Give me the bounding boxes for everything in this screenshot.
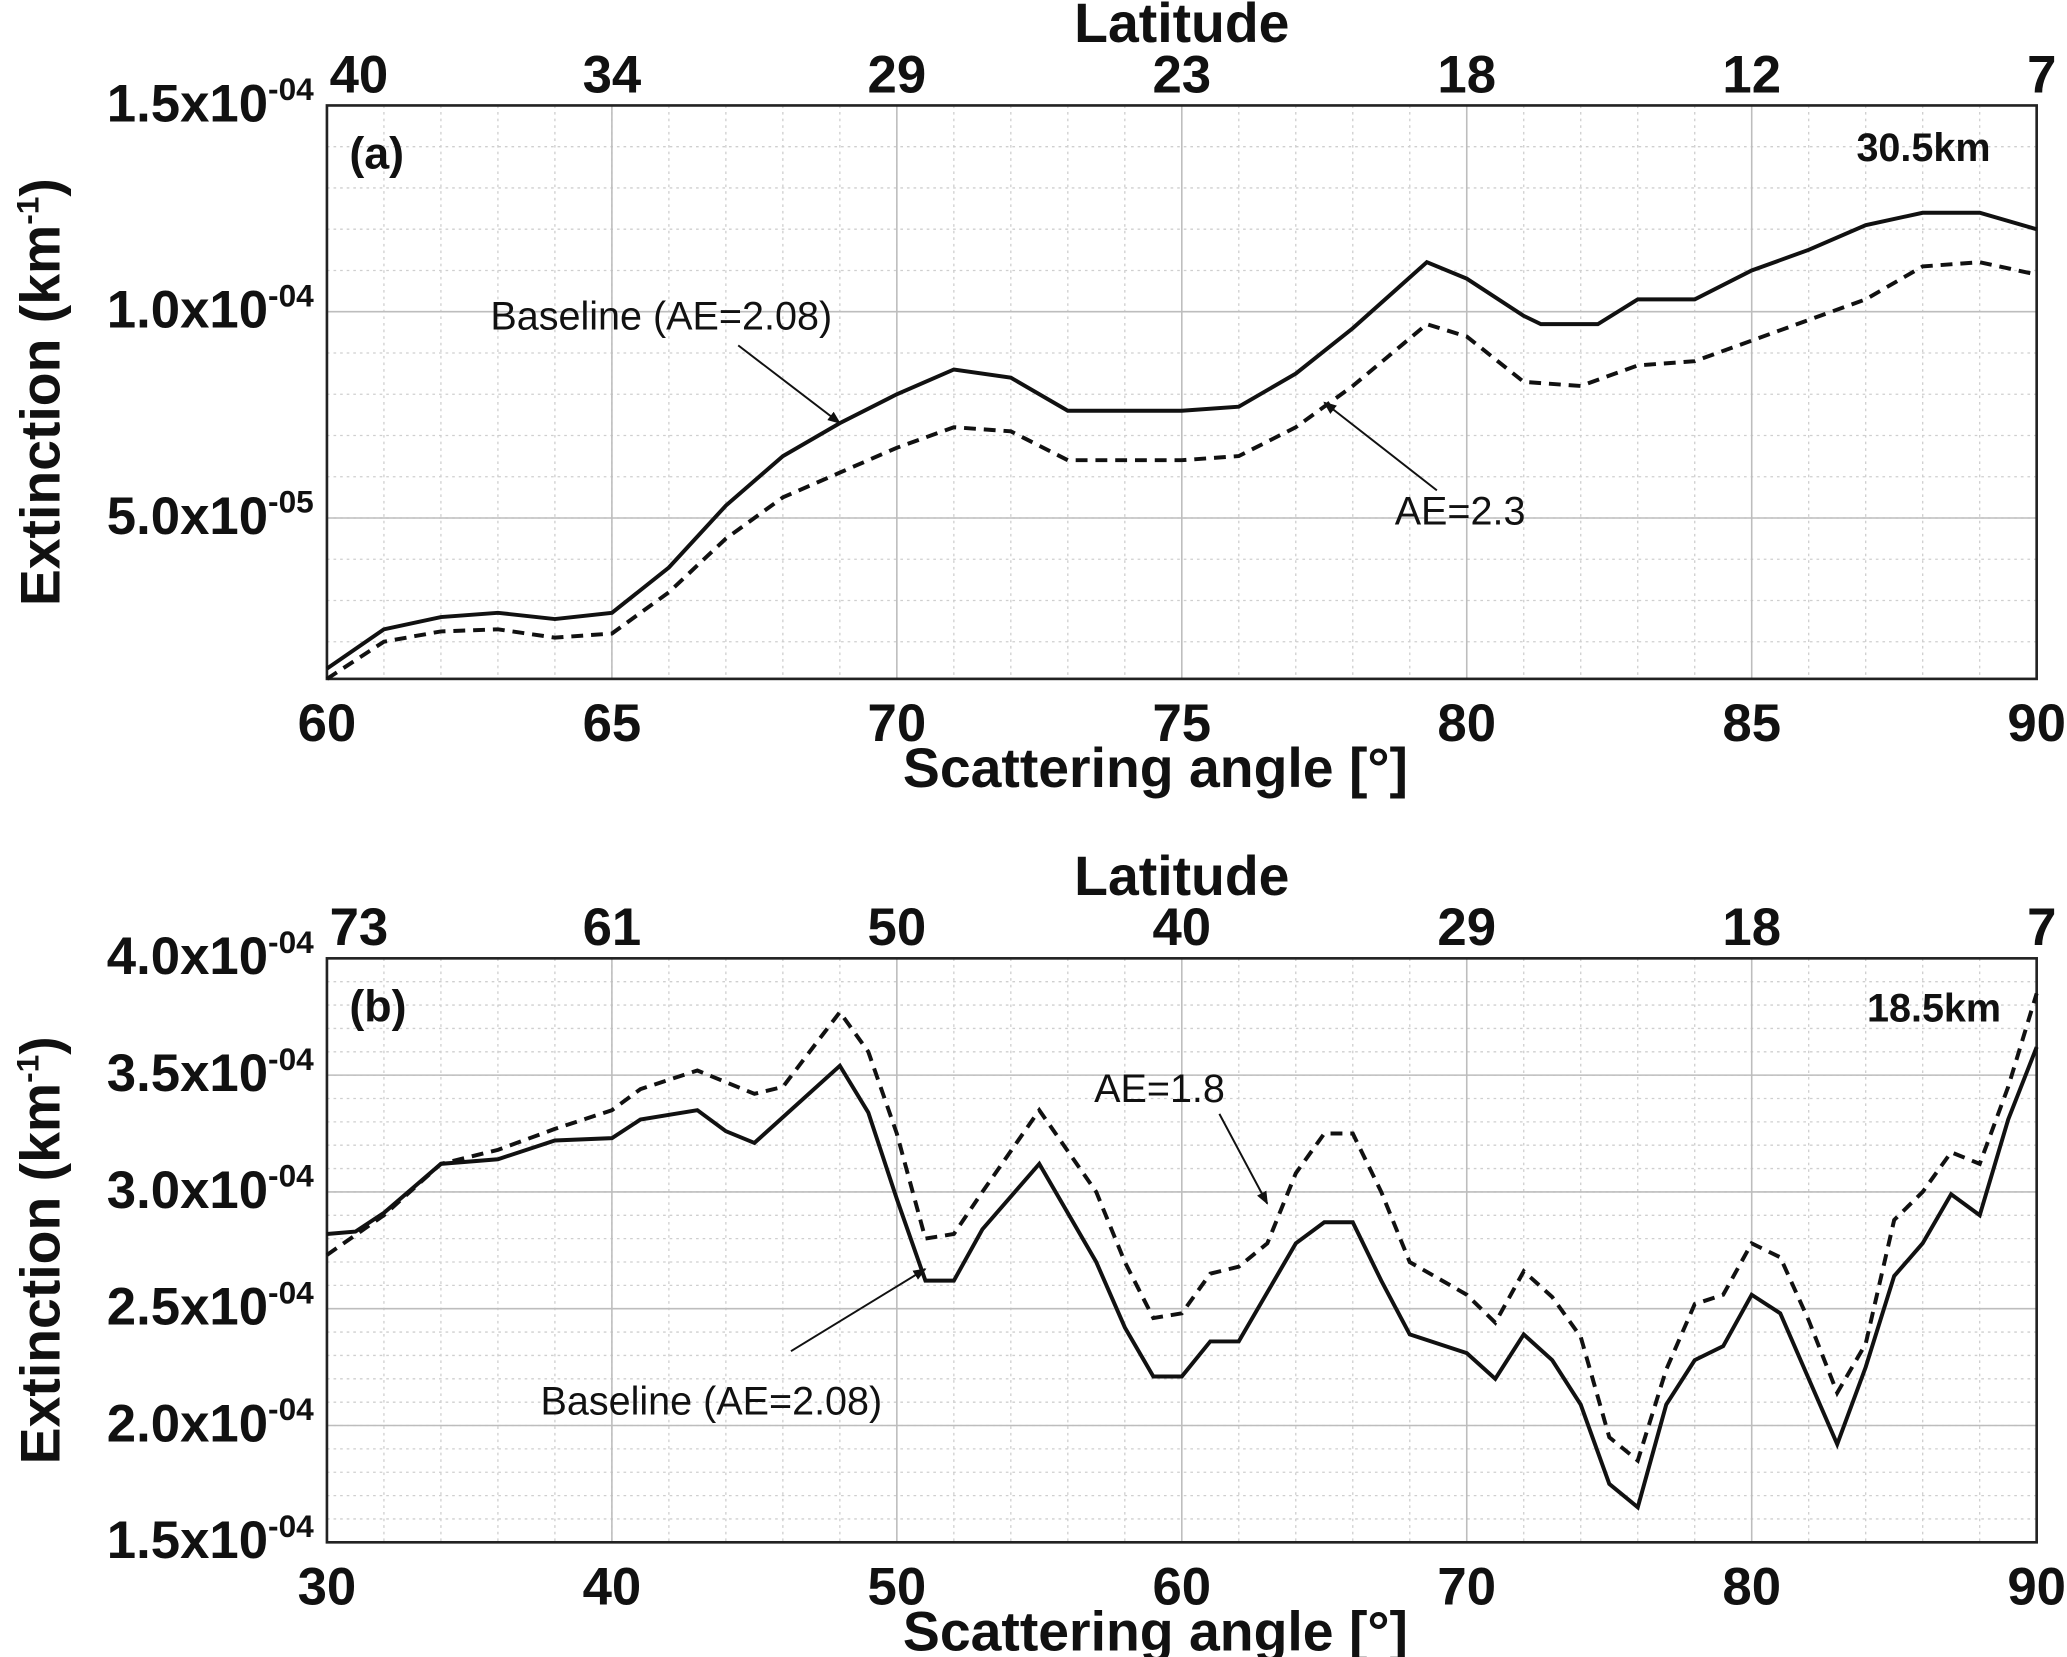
altitude-label: 30.5km <box>1856 126 1990 170</box>
y-tick-exponent: -04 <box>268 71 314 107</box>
y-tick-exponent: -04 <box>268 924 314 960</box>
y-tick-label: 1.5x10-04 <box>107 1508 314 1570</box>
y-tick-exponent: -04 <box>268 1508 314 1544</box>
x-tick-label: 85 <box>1722 694 1781 753</box>
y-tick-label: 3.0x10-04 <box>107 1158 314 1220</box>
top-tick-label-latitude: 73 <box>330 898 389 957</box>
x-tick-label: 80 <box>1437 694 1496 753</box>
top-tick-label-latitude: 7 <box>2027 898 2056 957</box>
y-tick-label: 1.0x10-04 <box>107 277 314 339</box>
y-tick-base: 2.5x10 <box>107 1278 268 1337</box>
y-axis-title-close: ) <box>9 178 71 196</box>
y-tick-base: 4.0x10 <box>107 927 268 986</box>
y-axis-title-text: Extinction (km <box>9 1083 71 1464</box>
x-tick-label: 70 <box>1437 1557 1496 1616</box>
y-tick-exponent: -04 <box>268 1391 314 1427</box>
y-axis-title-superscript: -1 <box>9 1055 45 1083</box>
y-tick-label: 1.5x10-04 <box>107 71 314 133</box>
annotation-label: AE=1.8 <box>1094 1067 1225 1111</box>
top-tick-label-latitude: 23 <box>1152 45 1211 104</box>
top-tick-label-latitude: 7 <box>2027 45 2056 104</box>
y-tick-base: 1.5x10 <box>107 74 268 133</box>
top-tick-label-latitude: 40 <box>330 45 389 104</box>
series-line-dashed <box>325 260 2038 681</box>
x-axis-title: Scattering angle [°] <box>903 1600 1408 1657</box>
y-tick-label: 5.0x10-05 <box>107 484 314 546</box>
top-tick-label-latitude: 61 <box>583 898 642 957</box>
plot-frame <box>325 957 2038 1544</box>
top-tick-label-latitude: 12 <box>1722 45 1781 104</box>
y-axis-title: Extinction (km-1) <box>9 178 71 606</box>
y-tick-base: 2.0x10 <box>107 1394 268 1453</box>
y-tick-base: 3.5x10 <box>107 1044 268 1103</box>
x-tick-label: 65 <box>583 694 642 753</box>
y-tick-exponent: -04 <box>268 1041 314 1077</box>
y-tick-base: 1.0x10 <box>107 281 268 340</box>
plot-frame <box>325 104 2038 681</box>
top-tick-label-latitude: 34 <box>583 45 642 104</box>
y-tick-label: 2.0x10-04 <box>107 1391 314 1453</box>
y-axis-title-close: ) <box>9 1036 71 1054</box>
annotation-arrow <box>737 344 841 424</box>
y-tick-base: 3.0x10 <box>107 1161 268 1220</box>
altitude-label: 18.5km <box>1867 987 2001 1031</box>
y-tick-base: 1.5x10 <box>107 1511 268 1570</box>
y-tick-label: 2.5x10-04 <box>107 1274 314 1336</box>
top-tick-label-latitude: 50 <box>868 898 927 957</box>
y-tick-exponent: -04 <box>268 277 314 313</box>
panel-label: (b) <box>349 982 406 1032</box>
annotation-arrow <box>790 1268 927 1353</box>
x-tick-label: 30 <box>298 1557 357 1616</box>
x-tick-label: 60 <box>1152 1557 1211 1616</box>
y-tick-exponent: -04 <box>268 1274 314 1310</box>
top-tick-label-latitude: 29 <box>1437 898 1496 957</box>
y-tick-label: 4.0x10-04 <box>107 924 314 986</box>
y-tick-exponent: -04 <box>268 1158 314 1194</box>
x-tick-label: 50 <box>868 1557 927 1616</box>
y-axis-title: Extinction (km-1) <box>9 1036 71 1464</box>
top-tick-label-latitude: 18 <box>1722 898 1781 957</box>
x-tick-label: 40 <box>583 1557 642 1616</box>
x-axis-title: Scattering angle [°] <box>903 737 1408 799</box>
x-tick-label: 90 <box>2007 694 2066 753</box>
top-tick-label-latitude: 29 <box>868 45 927 104</box>
panel-label: (a) <box>349 129 404 179</box>
top-tick-label-latitude: 18 <box>1437 45 1496 104</box>
series-line-solid <box>325 210 2038 671</box>
annotation-label: Baseline (AE=2.08) <box>490 295 832 339</box>
x-tick-label: 60 <box>298 694 357 753</box>
annotation-arrow <box>1218 1113 1269 1205</box>
x-tick-label: 70 <box>868 694 927 753</box>
y-tick-exponent: -05 <box>268 484 314 520</box>
top-axis-title: Latitude <box>1074 845 1289 907</box>
annotation-label: AE=2.3 <box>1395 490 1526 534</box>
top-axis-title: Latitude <box>1074 0 1289 54</box>
y-axis-title-text: Extinction (km <box>9 225 71 606</box>
y-axis-title-superscript: -1 <box>9 197 45 225</box>
top-tick-label-latitude: 40 <box>1152 898 1211 957</box>
x-tick-label: 75 <box>1152 694 1211 753</box>
y-tick-label: 3.5x10-04 <box>107 1041 314 1103</box>
annotation-arrow <box>1323 401 1438 492</box>
x-tick-label: 90 <box>2007 1557 2066 1616</box>
series-line-dashed <box>325 992 2039 1464</box>
series-line-solid <box>326 1046 2039 1511</box>
annotation-label: Baseline (AE=2.08) <box>540 1379 882 1423</box>
y-tick-base: 5.0x10 <box>107 487 268 546</box>
x-tick-label: 80 <box>1722 1557 1781 1616</box>
